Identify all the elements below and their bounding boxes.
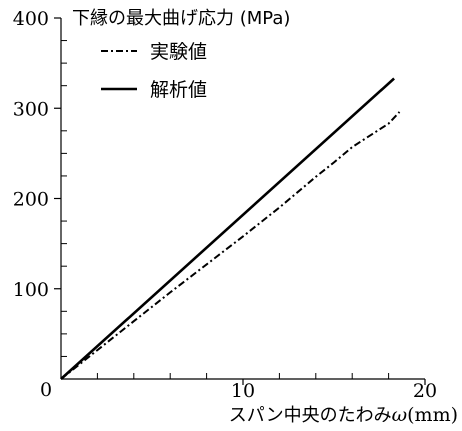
axes	[60, 18, 425, 380]
series-line-experimental	[60, 111, 401, 380]
legend-label-analytical: 解析値	[150, 79, 207, 101]
x-tick-label: 20	[413, 380, 437, 402]
y-tick-label: 200	[13, 189, 49, 211]
series-group	[60, 77, 401, 380]
y-tick-labels: 100 200 300 400	[13, 8, 49, 301]
y-tick-label: 100	[13, 279, 49, 301]
major-ticks	[54, 17, 426, 385]
y-tick-label: 300	[13, 98, 49, 120]
minor-ticks	[61, 40, 390, 379]
legend-label-experimental: 実験値	[150, 41, 207, 63]
x-axis-title-symbol: ω	[392, 404, 408, 426]
series-line-analytical	[60, 77, 395, 380]
y-axis-title: 下縁の最大曲げ応力 (MPa)	[72, 8, 290, 29]
x-axis-title-unit: (mm)	[407, 404, 458, 426]
x-axis-title: スパン中央のたわみω(mm)	[229, 404, 458, 426]
x-tick-labels: 10 20	[231, 380, 437, 402]
y-tick-label: 400	[13, 8, 49, 30]
origin-label: 0	[40, 379, 52, 401]
legend: 実験値 解析値	[101, 41, 207, 101]
x-tick-label: 10	[231, 380, 255, 402]
x-axis-title-text: スパン中央のたわみ	[229, 405, 392, 426]
